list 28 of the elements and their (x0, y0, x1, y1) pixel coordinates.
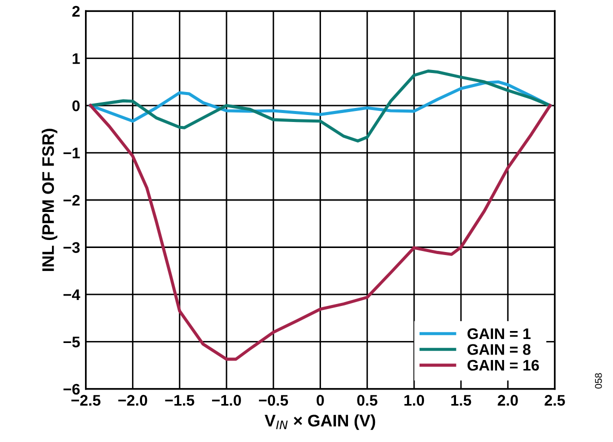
x-tick-label: 1.0 (404, 394, 424, 406)
y-tick-label: −4 (63, 290, 80, 300)
x-tick-label: −0.5 (258, 394, 288, 406)
x-axis-title: V$_{IN}$ × GAIN (V) (264, 414, 376, 430)
x-tick-label: −1.0 (212, 394, 241, 406)
y-tick-label: 0 (72, 100, 80, 112)
x-tick-label: 1.5 (451, 395, 472, 406)
text: 058 (595, 373, 602, 389)
x-tick-label: 0 (316, 394, 324, 406)
x-tick-label: −2.5 (71, 394, 100, 406)
y-tick-label: −1 (63, 148, 80, 158)
y-tick-label: −5 (63, 336, 80, 348)
legend-label: GAIN = 1 (468, 328, 531, 340)
x-tick-label: −1.5 (165, 395, 194, 406)
x-tick-label: 2.0 (498, 394, 518, 406)
line-series (88, 70, 552, 142)
y-axis-title: INL (PPM OF FSR) (42, 128, 58, 271)
x-tick-label: 0.5 (357, 394, 378, 406)
y-tick-label: −6 (63, 384, 80, 395)
y-tick-label: −3 (63, 242, 80, 253)
line-series (88, 104, 552, 361)
legend-label: GAIN = 8 (468, 344, 531, 355)
x-tick-label: 2.5 (544, 394, 565, 406)
x-tick-label: −2.0 (118, 394, 148, 406)
y-tick-label: −2 (63, 194, 80, 206)
legend-label: GAIN = 16 (468, 360, 539, 371)
y-tick-label: 2 (72, 6, 80, 17)
y-tick-label: 1 (72, 53, 80, 64)
